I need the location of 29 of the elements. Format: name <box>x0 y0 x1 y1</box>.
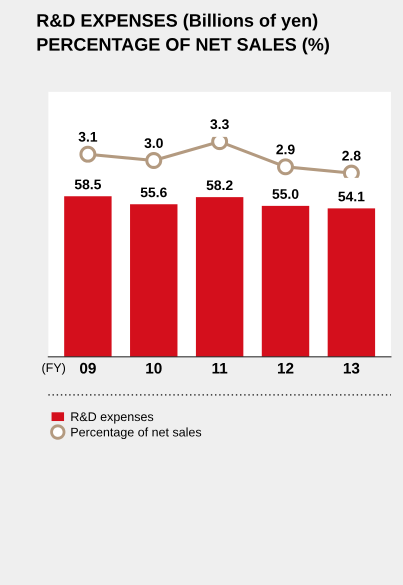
bar <box>328 208 376 357</box>
data-label: 3.1 <box>78 132 98 142</box>
data-label: 55.6 <box>140 187 167 198</box>
x-tick-label: 11 <box>212 362 228 374</box>
x-axis-title: (FY) <box>42 362 66 375</box>
x-tick-label: 12 <box>278 362 294 374</box>
data-label: 2.9 <box>276 144 295 154</box>
data-label: 55.0 <box>272 189 298 199</box>
data-label: 54.1 <box>338 192 365 202</box>
bar <box>130 204 178 357</box>
bar <box>64 196 112 357</box>
chart-title: R&D EXPENSES (Billions of yen) <box>37 14 318 30</box>
data-label: 58.5 <box>74 179 102 190</box>
x-tick-label: 13 <box>344 362 360 374</box>
bar <box>196 197 244 357</box>
data-label: 3.3 <box>210 119 229 130</box>
data-label: 58.2 <box>206 180 233 190</box>
x-tick-label: 09 <box>80 362 96 374</box>
data-label: 2.8 <box>342 150 361 161</box>
legend-label: Percentage of net sales <box>71 427 202 440</box>
point <box>277 158 294 176</box>
bar <box>262 206 310 357</box>
data-label: 3.0 <box>144 138 163 148</box>
point <box>211 136 228 150</box>
point <box>79 146 96 163</box>
point <box>145 152 162 169</box>
x-tick-label: 10 <box>146 362 162 374</box>
legend-label: R&D expenses <box>71 412 154 424</box>
chart-subtitle: PERCENTAGE OF NET SALES (%) <box>37 38 329 54</box>
